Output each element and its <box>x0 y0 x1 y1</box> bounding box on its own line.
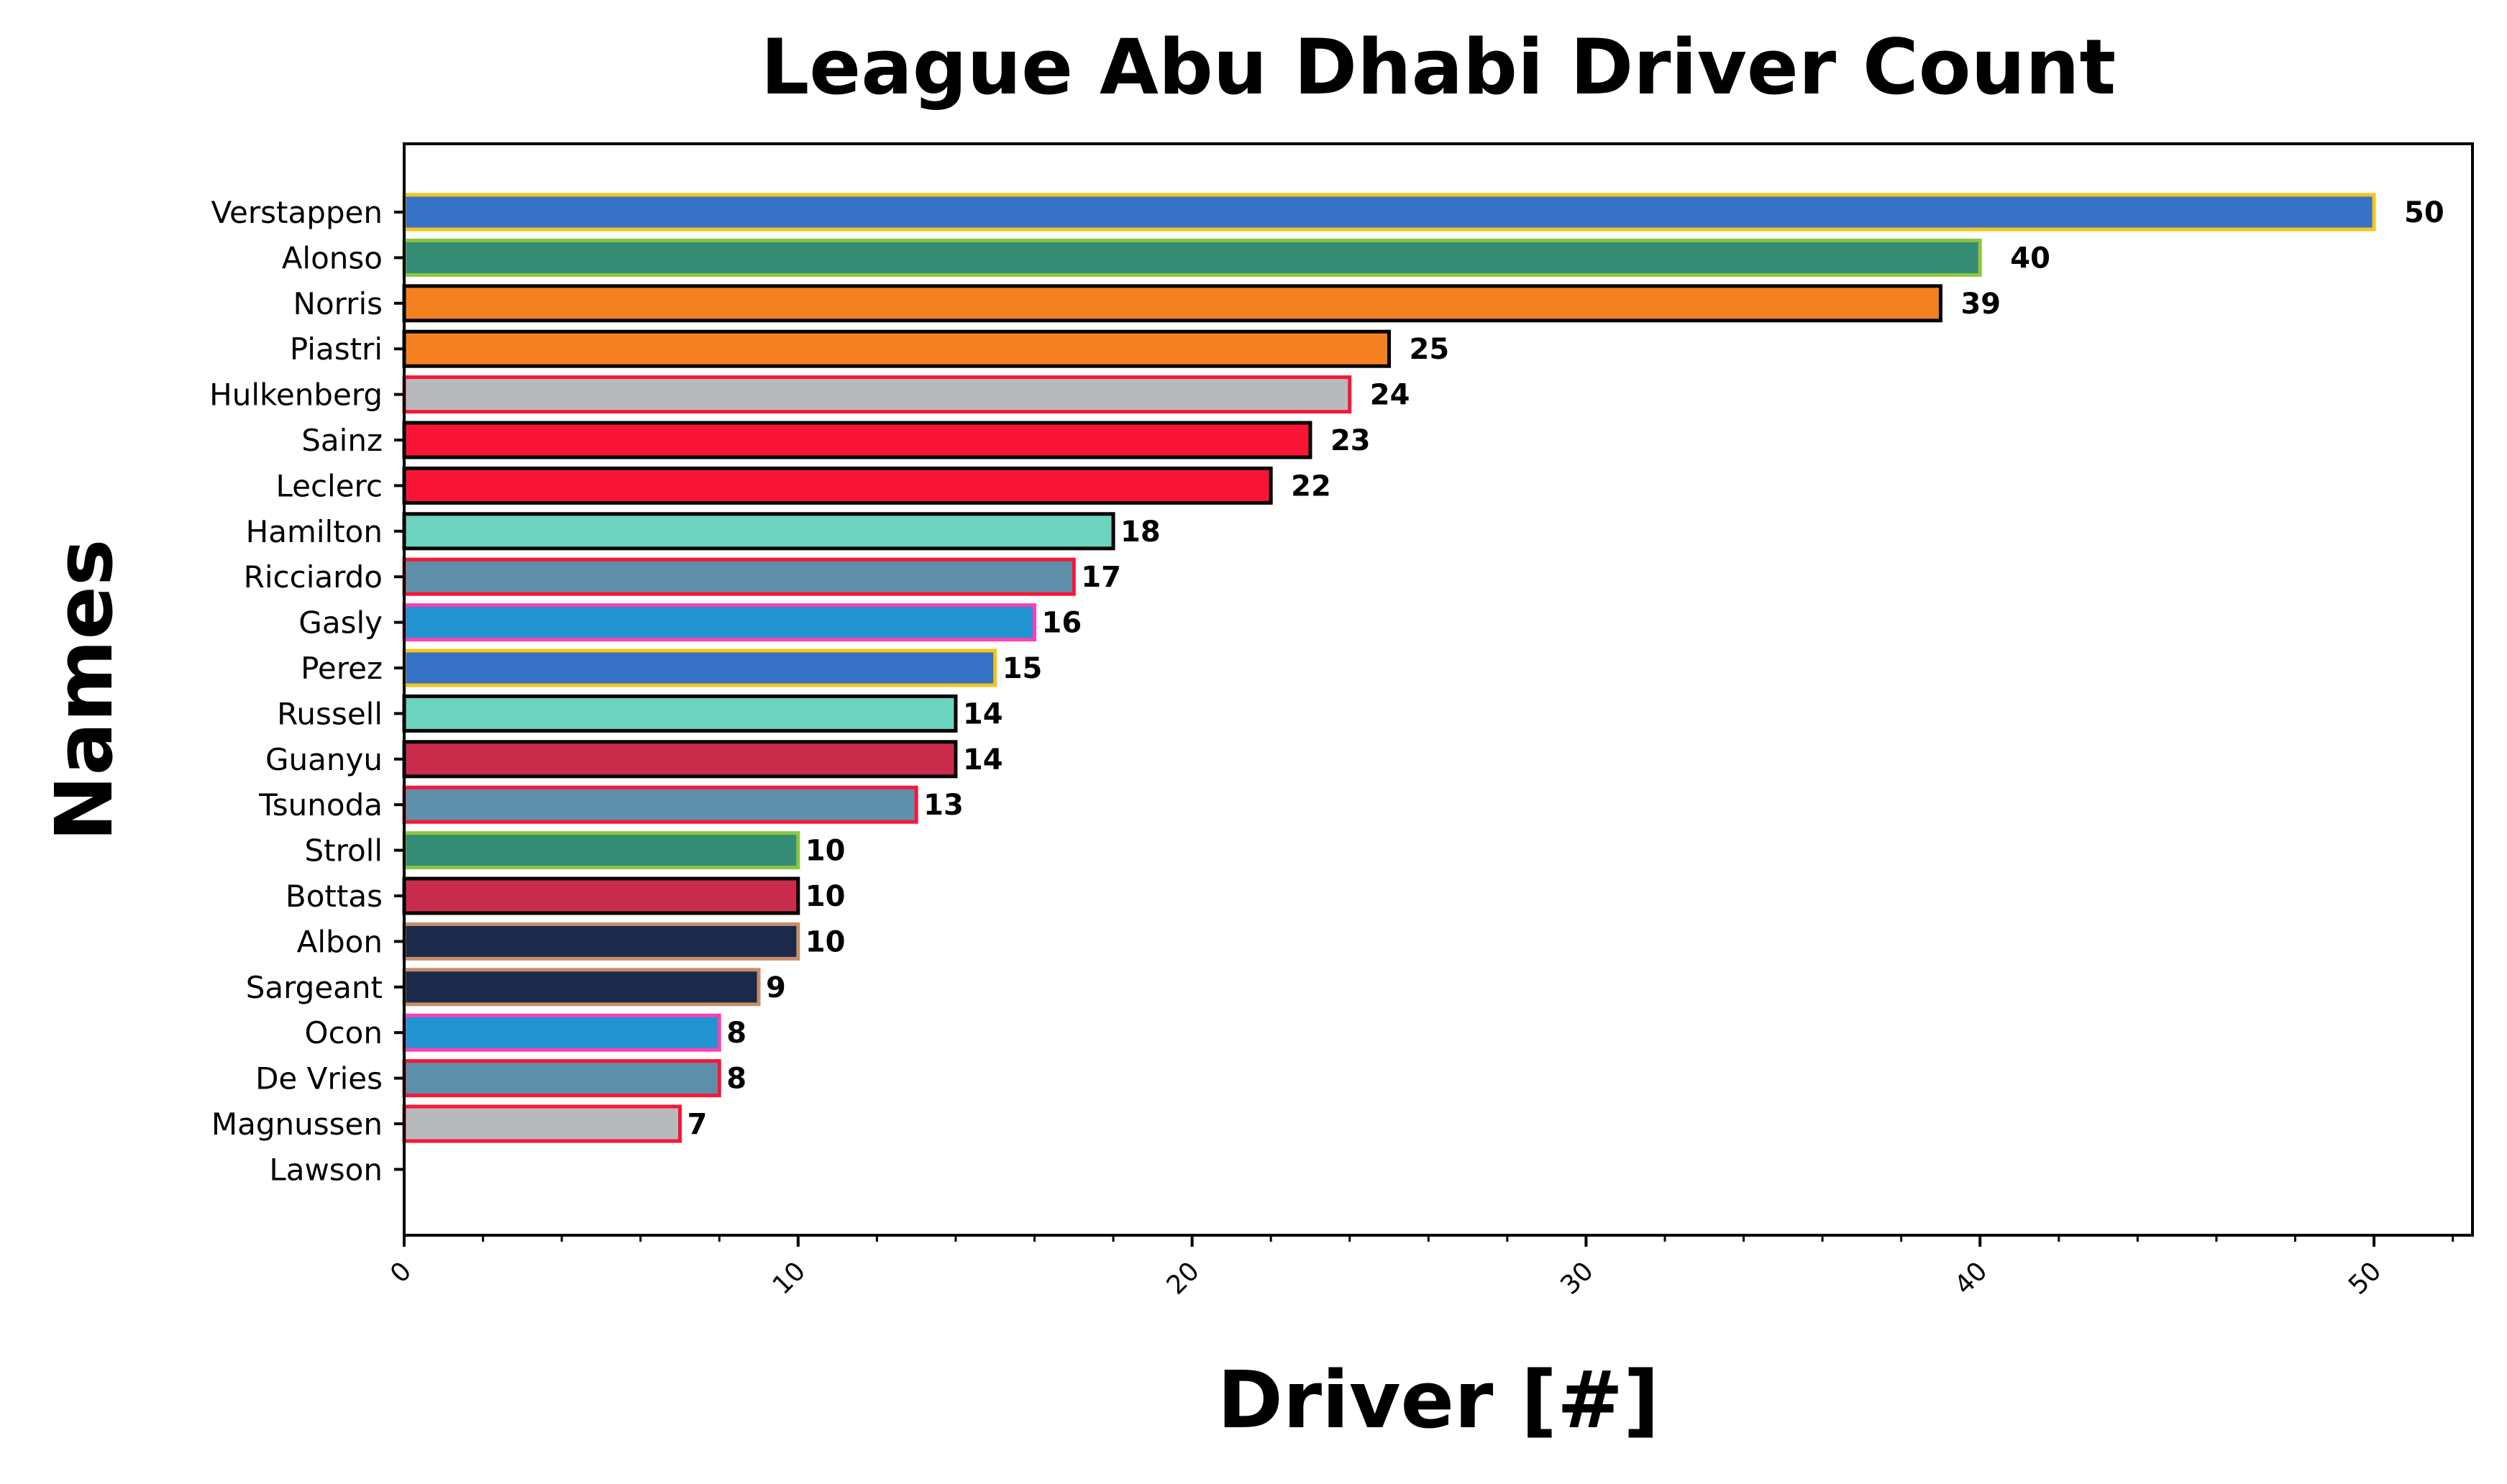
data-label: 8 <box>726 1063 746 1096</box>
y-tick-label: De Vries <box>255 1061 383 1096</box>
data-label: 23 <box>1330 424 1371 457</box>
y-tick-label: Guanyu <box>265 742 383 777</box>
bar-gasly <box>402 603 1036 642</box>
data-label: 10 <box>805 835 846 868</box>
y-tick-label: Tsunoda <box>258 787 383 823</box>
data-label: 15 <box>1003 652 1043 685</box>
bar-leclerc <box>402 466 1273 505</box>
y-tick-label: Bottas <box>286 879 383 914</box>
data-label: 16 <box>1041 607 1082 640</box>
data-label: 9 <box>766 971 786 1004</box>
data-label: 17 <box>1081 561 1121 594</box>
bar-perez <box>402 649 997 687</box>
data-label: 10 <box>805 925 846 958</box>
bar-sainz <box>402 421 1312 459</box>
x-tick-label: 30 <box>1555 1256 1599 1300</box>
bar-sargeant <box>402 968 761 1007</box>
x-tick-label: 20 <box>1161 1256 1205 1300</box>
bar-bottas <box>402 876 800 915</box>
data-label: 14 <box>963 743 1003 777</box>
data-label: 7 <box>687 1108 707 1141</box>
bar-hulkenberg <box>402 375 1352 414</box>
data-label: 40 <box>2010 242 2050 275</box>
x-axis-label: Driver [#] <box>1218 1354 1660 1446</box>
y-axis-label: Names <box>38 539 130 842</box>
y-tick-label: Piastri <box>290 331 383 367</box>
y-tick-label: Norris <box>293 286 383 321</box>
data-label: 25 <box>1410 333 1450 366</box>
data-label: 13 <box>923 789 964 822</box>
bar-ocon <box>402 1013 721 1052</box>
chart-title: League Abu Dhabi Driver Count <box>761 23 2116 111</box>
bar-alonso <box>402 238 1982 277</box>
y-tick-label: Hamilton <box>246 514 383 549</box>
x-tick-label: 10 <box>767 1256 811 1300</box>
y-tick-label: Leclerc <box>275 468 383 503</box>
data-label: 10 <box>805 880 846 913</box>
y-tick-label: Ricciardo <box>244 559 383 595</box>
bar-ricciardo <box>402 557 1076 596</box>
bar-magnussen <box>402 1104 682 1143</box>
y-tick-label: Alonso <box>282 240 383 275</box>
y-tick-label: Russell <box>277 696 383 731</box>
y-tick-label: Verstappen <box>211 195 383 230</box>
data-label: 50 <box>2404 196 2444 229</box>
y-tick-label: Magnussen <box>211 1107 383 1142</box>
y-axis: Verstappen Alonso Norris Piastri Hulkenberg S… <box>209 195 404 1187</box>
x-tick-label: 0 <box>385 1256 417 1288</box>
y-tick-label: Lawson <box>269 1152 383 1187</box>
data-label: 18 <box>1120 516 1161 549</box>
x-tick-label: 40 <box>1949 1256 1993 1300</box>
y-tick-label: Sainz <box>301 423 383 458</box>
bar-tsunoda <box>402 785 918 824</box>
data-label: 14 <box>963 697 1003 730</box>
bar-guanyu <box>402 740 958 779</box>
data-label: 24 <box>1370 379 1410 412</box>
y-tick-label: Gasly <box>298 605 383 641</box>
data-label: 22 <box>1291 470 1331 503</box>
bar-hamilton <box>402 512 1115 551</box>
bar-stroll <box>402 831 800 870</box>
data-label: 39 <box>1960 288 2001 321</box>
plot-frame <box>403 142 2474 1237</box>
bar-norris <box>402 284 1942 323</box>
bar-piastri <box>402 329 1392 368</box>
y-tick-label: Albon <box>297 924 383 959</box>
y-tick-label: Hulkenberg <box>209 377 383 413</box>
bar-verstappen <box>402 193 2376 232</box>
bar-albon <box>402 922 800 961</box>
y-tick-label: Sargeant <box>246 970 383 1005</box>
data-label: 8 <box>726 1017 746 1050</box>
bar-de-vries <box>402 1059 721 1098</box>
bar-russell <box>402 694 958 733</box>
bars-group <box>402 193 2376 1143</box>
y-tick-label: Stroll <box>304 833 383 869</box>
y-tick-label: Perez <box>301 651 383 686</box>
x-tick-label: 50 <box>2343 1256 2387 1300</box>
y-tick-label: Ocon <box>305 1015 383 1050</box>
x-axis: 0 10 20 30 40 50 <box>385 1235 2455 1301</box>
